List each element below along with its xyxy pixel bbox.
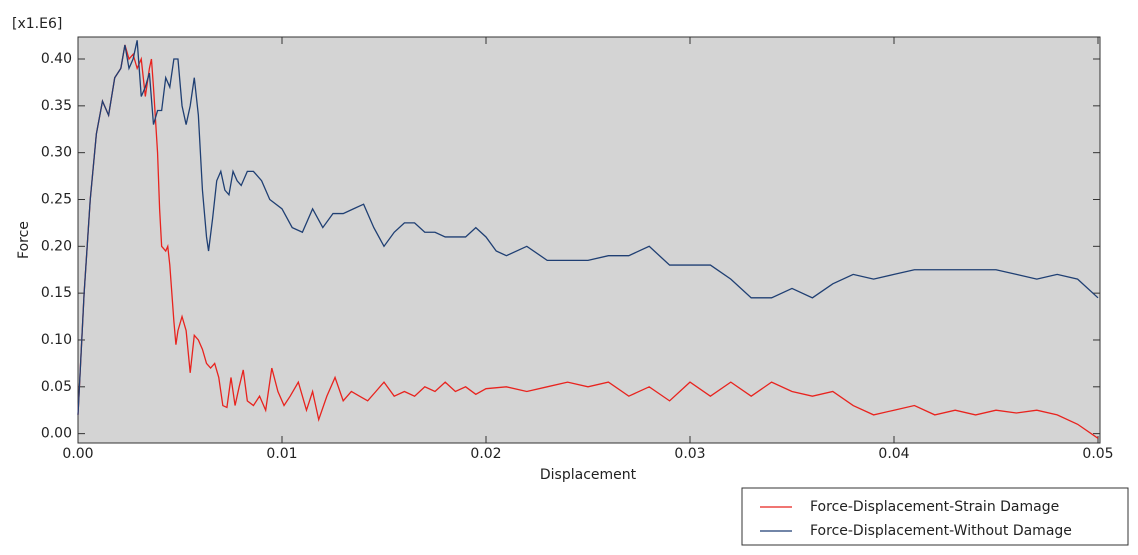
y-tick-label: 0.20	[41, 238, 72, 254]
x-tick-label: 0.05	[1082, 446, 1113, 462]
plot-area	[77, 36, 1101, 444]
legend-box	[741, 487, 1129, 546]
y-multiplier: [x1.E6]	[12, 16, 62, 32]
y-tick-label: 0.05	[41, 379, 72, 395]
x-axis-label: Displacement	[540, 467, 637, 483]
x-tick-label: 0.02	[470, 446, 501, 462]
y-tick-label: 0.00	[41, 426, 72, 442]
data-line	[77, 44, 1099, 439]
data-line	[77, 40, 1099, 415]
y-axis-label: Force	[16, 221, 32, 259]
x-tick-label: 0.03	[674, 446, 705, 462]
y-tick-label: 0.10	[41, 332, 72, 348]
y-tick-label: 0.35	[41, 98, 72, 114]
x-tick-label: 0.04	[878, 446, 909, 462]
legend-label: Force-Displacement-Strain Damage	[810, 499, 1059, 515]
y-tick-label: 0.30	[41, 145, 72, 161]
y-tick-label: 0.40	[41, 51, 72, 67]
y-tick-label: 0.25	[41, 191, 72, 207]
x-tick-label: 0.00	[62, 446, 93, 462]
y-tick-label: 0.15	[41, 285, 72, 301]
x-tick-label: 0.01	[266, 446, 297, 462]
legend-label: Force-Displacement-Without Damage	[810, 523, 1072, 539]
